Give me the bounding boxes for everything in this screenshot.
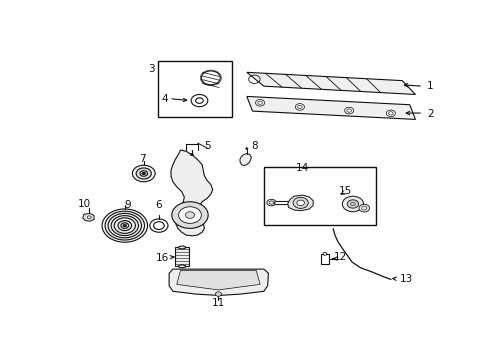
Text: 8: 8 bbox=[250, 141, 257, 151]
Circle shape bbox=[118, 221, 131, 231]
Text: 9: 9 bbox=[124, 201, 130, 210]
Circle shape bbox=[132, 165, 155, 182]
Circle shape bbox=[215, 292, 221, 296]
Text: 1: 1 bbox=[426, 81, 432, 91]
Polygon shape bbox=[287, 195, 312, 211]
Circle shape bbox=[245, 148, 247, 149]
Text: 4: 4 bbox=[162, 94, 168, 104]
Text: 2: 2 bbox=[426, 109, 432, 119]
Circle shape bbox=[122, 224, 126, 227]
Text: 14: 14 bbox=[296, 163, 309, 174]
Polygon shape bbox=[240, 153, 251, 166]
Polygon shape bbox=[169, 269, 268, 296]
Circle shape bbox=[190, 153, 193, 156]
Bar bbox=[158, 61, 231, 117]
Text: 12: 12 bbox=[333, 252, 346, 262]
Polygon shape bbox=[82, 213, 94, 221]
Circle shape bbox=[358, 204, 369, 212]
Text: 11: 11 bbox=[211, 298, 224, 308]
Bar bbox=[264, 167, 375, 225]
Text: 3: 3 bbox=[148, 64, 155, 74]
Circle shape bbox=[114, 218, 135, 233]
Circle shape bbox=[171, 202, 208, 228]
Text: 6: 6 bbox=[155, 201, 162, 210]
Bar bbox=[320, 254, 328, 264]
Circle shape bbox=[105, 211, 144, 240]
Circle shape bbox=[111, 216, 138, 235]
Circle shape bbox=[108, 213, 141, 238]
Text: 15: 15 bbox=[338, 186, 351, 196]
Polygon shape bbox=[246, 96, 415, 120]
Text: 13: 13 bbox=[400, 274, 413, 284]
Circle shape bbox=[346, 200, 358, 208]
Text: 10: 10 bbox=[78, 199, 91, 209]
Text: 5: 5 bbox=[203, 141, 210, 151]
Circle shape bbox=[185, 212, 194, 219]
Bar bbox=[175, 247, 189, 266]
Circle shape bbox=[87, 216, 91, 219]
Ellipse shape bbox=[178, 265, 185, 268]
Circle shape bbox=[342, 196, 363, 212]
Text: 16: 16 bbox=[156, 253, 169, 263]
Circle shape bbox=[292, 197, 307, 208]
Circle shape bbox=[136, 168, 151, 179]
Text: 7: 7 bbox=[139, 154, 145, 164]
Circle shape bbox=[296, 200, 304, 206]
Circle shape bbox=[102, 209, 147, 242]
Polygon shape bbox=[176, 270, 260, 290]
Polygon shape bbox=[171, 150, 212, 236]
Polygon shape bbox=[246, 72, 415, 94]
Circle shape bbox=[142, 172, 145, 175]
Circle shape bbox=[323, 252, 326, 255]
Circle shape bbox=[178, 207, 201, 223]
Circle shape bbox=[266, 199, 275, 206]
Ellipse shape bbox=[178, 246, 185, 249]
